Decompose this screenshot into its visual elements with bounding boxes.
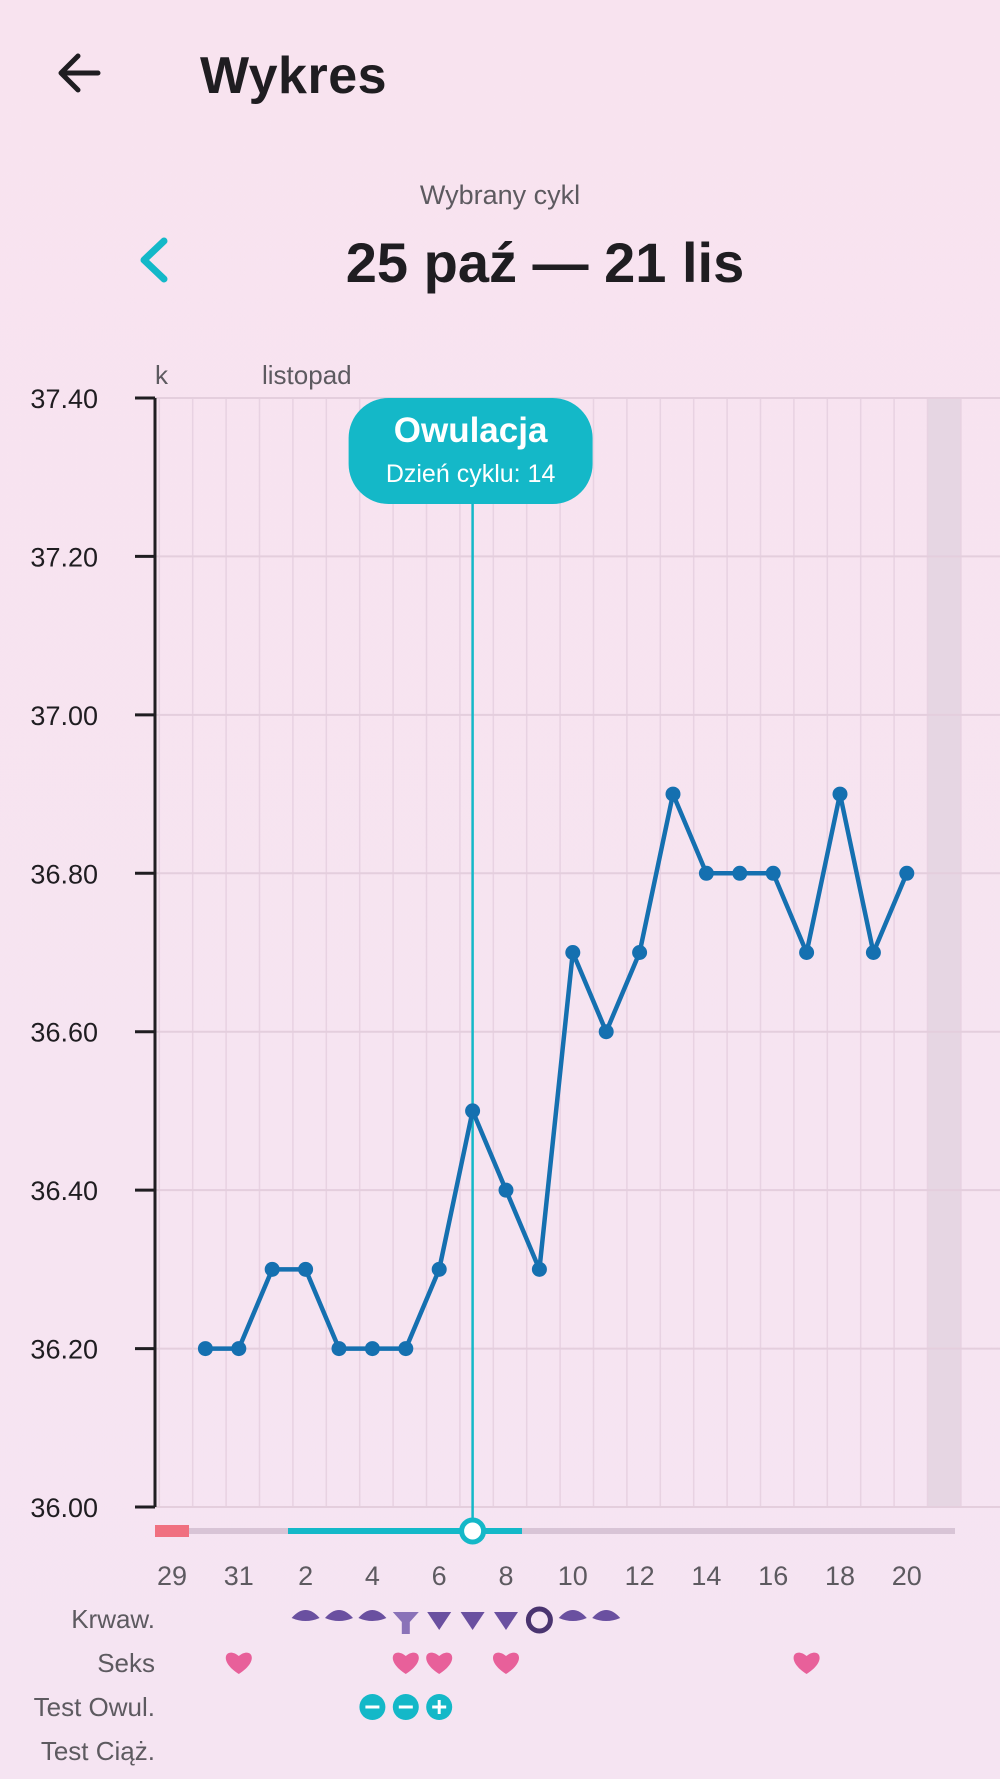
today-column-shade <box>927 398 961 1507</box>
heart-icon <box>392 1652 419 1674</box>
heart-icon <box>492 1652 520 1674</box>
temperature-point[interactable] <box>197 1341 213 1357</box>
x-tick-label: 20 <box>892 1561 922 1591</box>
page-title: Wykres <box>200 47 388 105</box>
x-tick-label: 31 <box>224 1561 254 1591</box>
light-bleeding-icon <box>592 1610 621 1621</box>
y-tick-label: 36.00 <box>30 1493 98 1523</box>
ovulation-label-subtitle: Dzień cyklu: 14 <box>386 460 556 488</box>
period-segment <box>155 1525 189 1537</box>
temperature-point[interactable] <box>364 1341 380 1357</box>
medium-bleeding-icon <box>460 1612 485 1630</box>
spotting-icon <box>525 1606 553 1634</box>
row-label-bleeding: Krwaw. <box>71 1604 155 1634</box>
x-tick-label: 10 <box>558 1561 588 1591</box>
temperature-point[interactable] <box>632 945 648 960</box>
temperature-line <box>205 791 909 1351</box>
temperature-point[interactable] <box>598 1024 614 1040</box>
light-bleeding-icon <box>358 1610 387 1621</box>
temperature-point[interactable] <box>231 1341 247 1357</box>
temperature-point[interactable] <box>865 945 881 960</box>
temperature-point[interactable] <box>264 1261 280 1277</box>
temperature-point[interactable] <box>832 786 848 802</box>
ovulation-timeline-marker[interactable] <box>459 1517 487 1545</box>
temperature-point[interactable] <box>465 1103 481 1119</box>
back-button[interactable] <box>46 40 112 106</box>
heart-icon <box>225 1652 252 1674</box>
chevron-left-icon <box>140 237 168 283</box>
temperature-point[interactable] <box>331 1341 347 1357</box>
row-label-sex: Seks <box>97 1648 155 1678</box>
y-tick-label: 36.80 <box>30 859 98 889</box>
ovulation-label-title: Owulacja <box>394 411 548 450</box>
temperature-chart[interactable]: 37.40 37.20 37.00 36.80 36.60 36.40 36.20 36.00… <box>0 350 1000 1779</box>
x-tick-label: 29 <box>157 1561 187 1591</box>
light-bleeding-icon <box>558 1610 587 1621</box>
temperature-point[interactable] <box>765 865 781 881</box>
x-tick-label: 12 <box>625 1561 655 1591</box>
temperature-point[interactable] <box>398 1341 414 1357</box>
cycle-caption: Wybrany cykl <box>419 180 581 210</box>
temperature-point[interactable] <box>531 1261 547 1277</box>
x-tick-label: 18 <box>825 1561 855 1591</box>
y-tick-label: 37.20 <box>30 542 98 572</box>
temperature-point[interactable] <box>298 1261 314 1277</box>
month-label: listopad <box>262 360 352 390</box>
previous-cycle-button[interactable] <box>128 232 180 288</box>
x-tick-label: 14 <box>691 1561 721 1591</box>
temperature-point[interactable] <box>565 945 581 960</box>
row-label-pregnancy-test: Test Ciąż. <box>41 1736 155 1766</box>
medium-bleeding-icon <box>427 1612 452 1630</box>
arrow-left-icon <box>58 53 101 93</box>
y-tick-label: 37.40 <box>30 384 98 414</box>
heart-icon <box>793 1652 820 1674</box>
cycle-date-range: 25 paź — 21 lis <box>345 231 745 294</box>
heart-icon <box>426 1652 453 1674</box>
y-tick-label: 36.40 <box>30 1176 98 1206</box>
y-tick-label: 36.60 <box>30 1018 98 1048</box>
x-tick-label: 4 <box>365 1561 380 1591</box>
ovulation-label-bubble <box>348 398 593 504</box>
x-tick-label: 2 <box>298 1561 313 1591</box>
top-app-bar: Wykres <box>0 0 1000 150</box>
temperature-point[interactable] <box>665 786 681 802</box>
heavy-bleeding-icon <box>392 1612 419 1634</box>
light-bleeding-icon <box>291 1610 320 1621</box>
light-bleeding-icon <box>325 1610 353 1621</box>
temperature-point[interactable] <box>899 865 915 881</box>
x-tick-label: 6 <box>432 1561 447 1591</box>
x-tick-label: 8 <box>498 1561 513 1591</box>
temperature-point[interactable] <box>431 1261 447 1277</box>
y-tick-label: 36.20 <box>30 1335 98 1365</box>
temperature-point[interactable] <box>498 1182 514 1198</box>
month-label: k <box>155 360 169 390</box>
temperature-point[interactable] <box>799 945 815 960</box>
row-label-ovulation-test: Test Owul. <box>34 1692 155 1722</box>
temperature-point[interactable] <box>698 865 714 881</box>
temperature-point[interactable] <box>732 865 748 881</box>
x-tick-label: 16 <box>758 1561 788 1591</box>
y-tick-label: 37.00 <box>30 701 98 731</box>
medium-bleeding-icon <box>494 1612 518 1630</box>
